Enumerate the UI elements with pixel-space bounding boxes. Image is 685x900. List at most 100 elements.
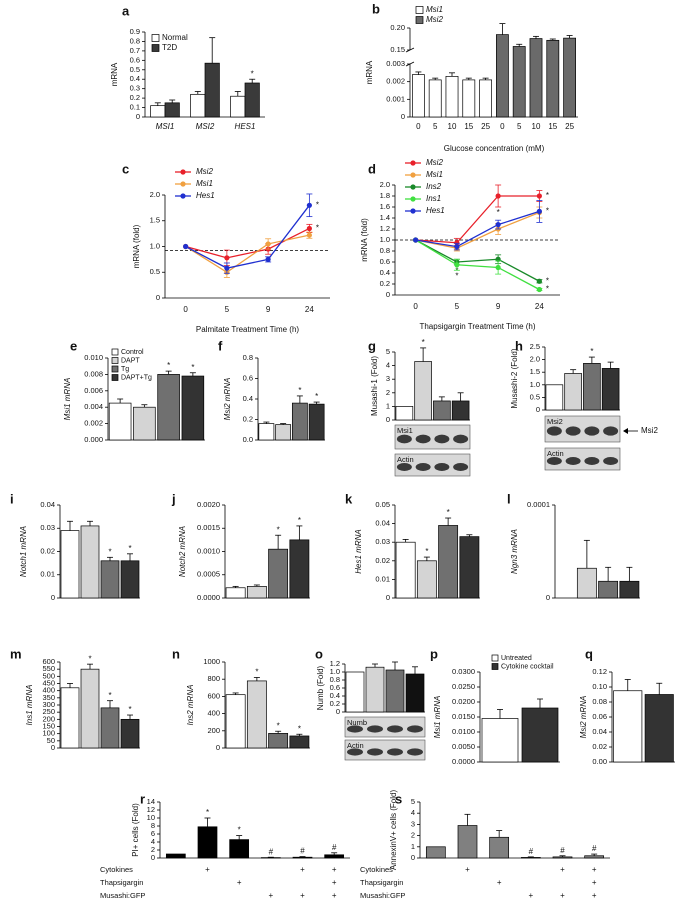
- panel-letter: j: [171, 491, 176, 506]
- y-tick-label: 200: [42, 714, 55, 723]
- y-tick-label: 0: [386, 593, 390, 602]
- treatment-sign: +: [528, 891, 533, 900]
- panel-letter: i: [10, 491, 14, 506]
- y-tick-label: 0.3: [130, 84, 140, 93]
- blot-band: [347, 725, 363, 733]
- point: [495, 222, 501, 228]
- bar: [258, 423, 275, 441]
- bar: [292, 856, 313, 859]
- legend-label: Hes1: [196, 191, 215, 200]
- bar: [451, 400, 470, 421]
- bar: [414, 361, 432, 421]
- significance-mark: *: [128, 544, 131, 553]
- y-tick-label: 0.10: [592, 682, 607, 691]
- bar: [520, 857, 541, 859]
- blot-band: [407, 725, 423, 733]
- y-tick-label: 0.006: [84, 386, 103, 395]
- bar: [165, 853, 186, 859]
- blot-arrow-label: Msi2: [641, 426, 658, 435]
- legend-marker: [410, 184, 416, 190]
- y-tick-label: 50: [47, 736, 55, 745]
- y-axis-label: Notch1 mRNA: [19, 526, 28, 577]
- bar: [60, 687, 80, 749]
- bar: [291, 402, 308, 441]
- y-tick-label: 600: [207, 691, 220, 700]
- y-tick-label: 350: [42, 693, 55, 702]
- y-tick-label: 0.5: [130, 65, 140, 74]
- panel-letter: q: [585, 646, 593, 661]
- y-tick-label: 0.01: [375, 574, 390, 583]
- bar: [289, 539, 310, 599]
- y-tick-label: 0.6: [243, 373, 253, 382]
- y-tick-label: 1.4: [380, 213, 390, 222]
- legend-swatch: [111, 374, 119, 381]
- significance-mark: #: [300, 847, 305, 856]
- y-tick-label: 0.04: [375, 519, 390, 528]
- y-tick-label: 100: [42, 729, 55, 738]
- y-tick-label: 0.02: [592, 742, 607, 751]
- point: [536, 193, 542, 199]
- bar: [345, 671, 365, 713]
- bar: [552, 856, 573, 859]
- y-tick-label: 2: [151, 845, 155, 854]
- treatment-sign: +: [332, 891, 337, 900]
- y-tick-label: 1000: [203, 657, 220, 666]
- x-tick-label: 15: [548, 122, 557, 131]
- y-tick-label: 0.2: [330, 699, 340, 708]
- legend-marker: [180, 181, 186, 187]
- bar: [120, 718, 140, 749]
- y-tick-label: 1.0: [530, 380, 540, 389]
- y-tick-label: 0.0000: [197, 593, 220, 602]
- y-tick-label: 4: [386, 361, 390, 370]
- series-line: [185, 227, 310, 259]
- bar: [459, 536, 480, 599]
- treatment-sign: +: [592, 865, 597, 874]
- legend-label: DAPT: [121, 357, 140, 364]
- y-tick-label: 0.0: [243, 435, 253, 444]
- legend-label: Msi2: [426, 15, 443, 24]
- treatment-sign: +: [560, 891, 565, 900]
- y-tick-label: 0.8: [330, 675, 340, 684]
- y-tick-label: 1.0: [150, 241, 160, 250]
- y-tick-label: 0.003: [386, 59, 405, 68]
- y-tick-label: 0.8: [380, 246, 390, 255]
- y-axis-label: AnnexinV+ cells (Fold): [389, 790, 398, 871]
- series-line: [415, 210, 540, 248]
- y-tick-label: 1.6: [380, 202, 390, 211]
- y-tick-label: 8: [151, 821, 155, 830]
- y-axis-label: Ins1 mRNA: [25, 685, 34, 726]
- bar: [405, 673, 425, 713]
- y-tick-label: 0: [401, 112, 405, 121]
- legend-label: Cytokine cocktail: [501, 663, 554, 670]
- panel-letter: c: [122, 161, 129, 176]
- legend-label: Tg: [121, 366, 129, 373]
- bar: [598, 580, 619, 599]
- y-tick-label: 0.6: [380, 257, 390, 266]
- y-tick-label: 0.2: [380, 279, 390, 288]
- bar: [644, 694, 674, 763]
- legend-label: Ins1: [426, 194, 441, 203]
- significance-mark: *: [251, 69, 254, 78]
- y-tick-label: 0.8: [130, 36, 140, 45]
- y-tick-label: 2.0: [150, 190, 160, 199]
- bar: [246, 586, 267, 599]
- y-tick-label: 0: [386, 415, 390, 424]
- bar: [583, 363, 601, 411]
- panel-letter: o: [315, 646, 323, 661]
- point: [454, 244, 460, 250]
- y-tick-label: 3: [386, 374, 390, 383]
- panel-letter: a: [122, 3, 130, 18]
- bar: [229, 839, 250, 859]
- y-tick-label: 0.6: [330, 683, 340, 692]
- y-tick-label: 0: [411, 853, 415, 862]
- legend-label: Normal: [162, 33, 188, 42]
- y-tick-label: 0.01: [40, 570, 55, 579]
- bar: [412, 74, 425, 118]
- legend-marker: [180, 169, 186, 175]
- y-tick-label: 0.002: [386, 77, 405, 86]
- bar: [244, 82, 260, 118]
- blot-band: [453, 463, 469, 471]
- y-tick-label: 0.000: [84, 435, 103, 444]
- bar: [204, 62, 220, 118]
- significance-mark: *: [546, 276, 549, 285]
